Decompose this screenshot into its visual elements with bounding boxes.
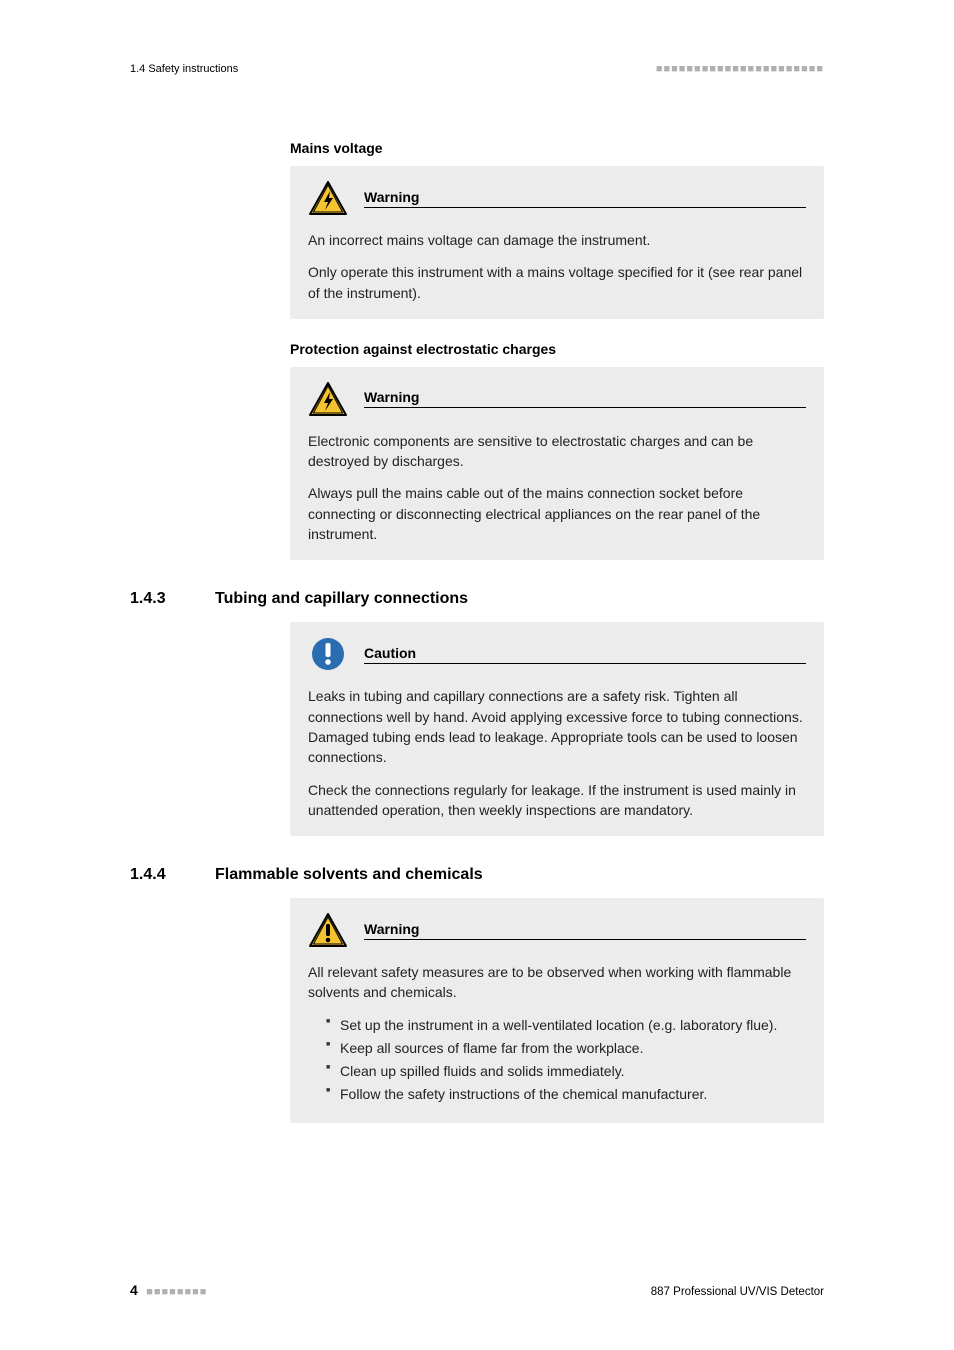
paragraph: An incorrect mains voltage can damage th… — [308, 230, 806, 250]
list-item: Set up the instrument in a well-ventilat… — [326, 1015, 806, 1036]
page-number: 4 — [130, 1282, 138, 1298]
paragraph: Only operate this instrument with a main… — [308, 262, 806, 303]
exclamation-warning-icon — [308, 912, 348, 948]
callout-title: Warning — [364, 189, 806, 208]
callout-title: Caution — [364, 645, 806, 664]
callout-title: Warning — [364, 921, 806, 940]
bullet-list: Set up the instrument in a well-ventilat… — [308, 1015, 806, 1105]
page-footer: 4 ■■■■■■■■ 887 Professional UV/VIS Detec… — [130, 1282, 824, 1300]
footer-dots: ■■■■■■■■ — [146, 1286, 207, 1298]
list-item: Clean up spilled fluids and solids immed… — [326, 1061, 806, 1082]
callout-tubing: Caution Leaks in tubing and capillary co… — [290, 622, 824, 836]
section-title: Flammable solvents and chemicals — [215, 866, 483, 884]
heading-mains-voltage: Mains voltage — [290, 140, 824, 156]
paragraph: Electronic components are sensitive to e… — [308, 431, 806, 472]
paragraph: Always pull the mains cable out of the m… — [308, 483, 806, 544]
callout-mains-voltage: Warning An incorrect mains voltage can d… — [290, 166, 824, 319]
document-title: 887 Professional UV/VIS Detector — [651, 1286, 824, 1298]
list-item: Follow the safety instructions of the ch… — [326, 1084, 806, 1105]
paragraph: Leaks in tubing and capillary connection… — [308, 686, 806, 767]
main-content: Mains voltage Warning An incorrect mains… — [290, 140, 824, 1123]
paragraph: Check the connections regularly for leak… — [308, 780, 806, 821]
section-1-4-3: 1.4.3 Tubing and capillary connections — [130, 590, 824, 608]
callout-electrostatic: Warning Electronic components are sensit… — [290, 367, 824, 560]
section-title: Tubing and capillary connections — [215, 590, 468, 608]
paragraph: All relevant safety measures are to be o… — [308, 962, 806, 1003]
section-number: 1.4.4 — [130, 866, 215, 884]
header-dots: ■■■■■■■■■■■■■■■■■■■■■■ — [656, 63, 824, 75]
callout-flammable: Warning All relevant safety measures are… — [290, 898, 824, 1123]
header-section-ref: 1.4 Safety instructions — [130, 63, 238, 75]
list-item: Keep all sources of flame far from the w… — [326, 1038, 806, 1059]
lightning-warning-icon — [308, 381, 348, 417]
section-number: 1.4.3 — [130, 590, 215, 608]
page-number-block: 4 ■■■■■■■■ — [130, 1282, 207, 1300]
caution-icon — [308, 636, 348, 672]
lightning-warning-icon — [308, 180, 348, 216]
section-1-4-4: 1.4.4 Flammable solvents and chemicals — [130, 866, 824, 884]
callout-title: Warning — [364, 389, 806, 408]
heading-electrostatic: Protection against electrostatic charges — [290, 341, 824, 357]
